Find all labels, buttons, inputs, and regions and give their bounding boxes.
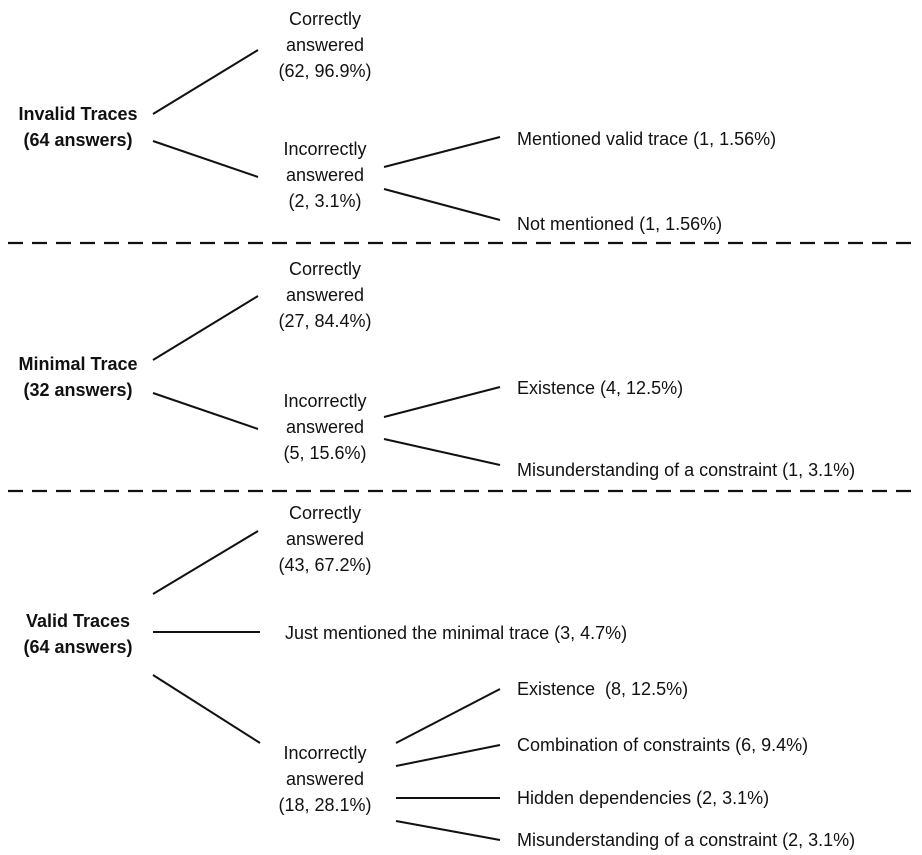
node-invalid-incorrect-line1: Incorrectly bbox=[283, 139, 367, 159]
edge-invalid-incorrect-to-mentioned bbox=[383, 136, 501, 168]
root-invalid-title: Invalid Traces bbox=[18, 104, 138, 124]
leaf-valid-existence: Existence (8, 12.5%) bbox=[517, 679, 689, 699]
edge-valid-incorrect-to-combination bbox=[395, 744, 501, 767]
node-invalid-correct-line2: answered bbox=[285, 35, 365, 55]
leaf-minimal-misunderstanding: Misunderstanding of a constraint (1, 3.1… bbox=[517, 460, 856, 480]
node-valid-incorrect-line1: Incorrectly bbox=[283, 743, 367, 763]
node-minimal-incorrect-line3: (5, 15.6%) bbox=[283, 443, 367, 463]
node-minimal-incorrect: Incorrectly answered (5, 15.6%) bbox=[260, 388, 390, 466]
node-minimal-incorrect-line2: answered bbox=[285, 417, 365, 437]
edge-invalid-to-correct bbox=[152, 49, 259, 115]
node-valid-correct-line1: Correctly bbox=[288, 503, 361, 523]
root-valid-title: Valid Traces bbox=[25, 611, 131, 631]
node-invalid-correct-line1: Correctly bbox=[288, 9, 361, 29]
root-invalid-count: (64 answers) bbox=[23, 130, 133, 150]
node-minimal-correct-line1: Correctly bbox=[288, 259, 361, 279]
node-invalid-incorrect: Incorrectly answered (2, 3.1%) bbox=[260, 136, 390, 214]
node-invalid-correct: Correctly answered (62, 96.9%) bbox=[260, 6, 390, 84]
node-valid-incorrect-line2: answered bbox=[285, 769, 365, 789]
root-minimal-count: (32 answers) bbox=[23, 380, 133, 400]
leaf-valid-misunderstanding: Misunderstanding of a constraint (2, 3.1… bbox=[517, 830, 856, 850]
edge-minimal-to-correct bbox=[152, 295, 259, 361]
leaf-valid-combination: Combination of constraints (6, 9.4%) bbox=[517, 735, 809, 755]
node-minimal-incorrect-line1: Incorrectly bbox=[283, 391, 367, 411]
leaf-minimal-existence: Existence (4, 12.5%) bbox=[517, 378, 684, 398]
node-valid-just-mentioned-minimal: Just mentioned the minimal trace (3, 4.7… bbox=[285, 623, 628, 643]
root-valid-count: (64 answers) bbox=[23, 637, 133, 657]
node-invalid-incorrect-line3: (2, 3.1%) bbox=[288, 191, 362, 211]
node-minimal-correct-line3: (27, 84.4%) bbox=[278, 311, 372, 331]
root-invalid-traces: Invalid Traces (64 answers) bbox=[12, 101, 144, 153]
edge-minimal-incorrect-to-existence bbox=[383, 386, 501, 418]
edge-valid-to-correct bbox=[152, 530, 259, 595]
leaf-invalid-not-mentioned: Not mentioned (1, 1.56%) bbox=[517, 214, 723, 234]
edge-minimal-incorrect-to-misunderstanding bbox=[383, 438, 501, 466]
node-invalid-correct-line3: (62, 96.9%) bbox=[278, 61, 372, 81]
node-valid-incorrect: Incorrectly answered (18, 28.1%) bbox=[260, 740, 390, 818]
root-minimal-trace: Minimal Trace (32 answers) bbox=[12, 351, 144, 403]
node-valid-correct: Correctly answered (43, 67.2%) bbox=[260, 500, 390, 578]
edge-invalid-to-incorrect bbox=[152, 140, 259, 178]
node-valid-incorrect-line3: (18, 28.1%) bbox=[278, 795, 372, 815]
node-minimal-correct-line2: answered bbox=[285, 285, 365, 305]
leaf-valid-hidden-dependencies: Hidden dependencies (2, 3.1%) bbox=[517, 788, 770, 808]
edge-valid-incorrect-to-misunderstanding bbox=[395, 820, 501, 841]
edge-minimal-to-incorrect bbox=[152, 392, 259, 430]
edge-valid-to-incorrect bbox=[152, 674, 261, 744]
root-minimal-title: Minimal Trace bbox=[18, 354, 138, 374]
node-valid-correct-line2: answered bbox=[285, 529, 365, 549]
node-valid-correct-line3: (43, 67.2%) bbox=[278, 555, 372, 575]
edge-valid-incorrect-to-existence bbox=[395, 688, 501, 744]
leaf-invalid-mentioned-valid-trace: Mentioned valid trace (1, 1.56%) bbox=[517, 129, 777, 149]
root-valid-traces: Valid Traces (64 answers) bbox=[12, 608, 144, 660]
edge-invalid-incorrect-to-not-mentioned bbox=[383, 188, 501, 221]
node-invalid-incorrect-line2: answered bbox=[285, 165, 365, 185]
node-minimal-correct: Correctly answered (27, 84.4%) bbox=[260, 256, 390, 334]
